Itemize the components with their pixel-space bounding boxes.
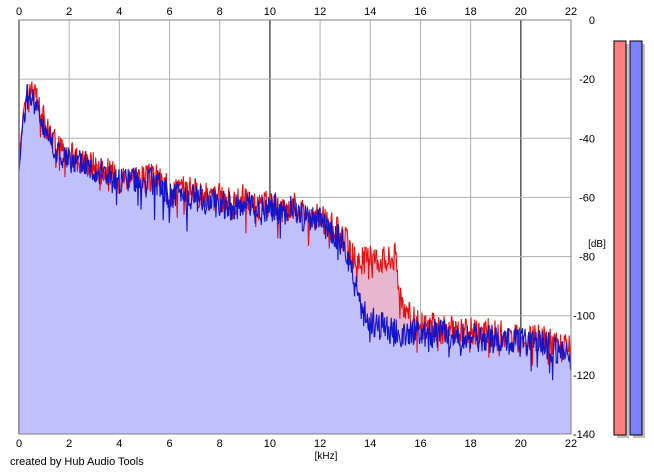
x-axis-bottom-ticks: 0 2 4 6 8 10 12 14 16 18 20 22 (16, 438, 577, 450)
x-tick-label-top: 6 (166, 6, 172, 18)
y-axis-ticks: 0 -20 -40 -60 -80 -100 -120 -140 (573, 15, 595, 441)
x-tick-label-bottom: 0 (16, 438, 22, 450)
x-tick-label-top: 12 (314, 6, 326, 18)
x-tick-label-bottom: 8 (217, 438, 223, 450)
series-line-red (18, 81, 572, 366)
x-tick-label-top: 20 (515, 6, 527, 18)
credit-text: created by Hub Audio Tools (10, 456, 144, 468)
left-level-meter (613, 40, 627, 436)
y-tick-label: -80 (579, 252, 595, 264)
x-tick-label-bottom: 6 (166, 438, 172, 450)
y-tick-label: -100 (573, 311, 595, 323)
y-axis-label: [dB] (588, 239, 606, 250)
x-tick-label-bottom: 22 (565, 438, 577, 450)
x-tick-label-bottom: 14 (364, 438, 376, 450)
y-tick-label: -60 (579, 192, 595, 204)
x-tick-label-bottom: 2 (66, 438, 72, 450)
x-tick-label-bottom: 4 (116, 438, 122, 450)
series-layer (18, 81, 572, 381)
x-tick-label-bottom: 18 (465, 438, 477, 450)
y-tick-label: -40 (579, 133, 595, 145)
x-tick-label-top: 10 (264, 6, 276, 18)
x-tick-label-top: 2 (66, 6, 72, 18)
x-tick-label-top: 22 (565, 6, 577, 18)
x-tick-label-top: 0 (16, 6, 22, 18)
spectrum-fill-area (19, 81, 571, 435)
series-line-blue (18, 84, 572, 381)
x-tick-label-bottom: 20 (515, 438, 527, 450)
x-axis-top-ticks: 0 2 4 6 8 10 12 14 16 18 20 22 (16, 6, 577, 18)
x-tick-label-top: 16 (414, 6, 426, 18)
y-tick-label: -140 (573, 429, 595, 441)
y-tick-label: -120 (573, 370, 595, 382)
plot-frame (18, 19, 572, 435)
x-tick-label-top: 14 (364, 6, 376, 18)
x-tick-label-top: 4 (116, 6, 122, 18)
x-tick-label-bottom: 16 (414, 438, 426, 450)
x-tick-label-bottom: 10 (264, 438, 276, 450)
x-tick-label-top: 18 (465, 6, 477, 18)
right-level-meter (629, 40, 643, 436)
x-tick-label-top: 8 (217, 6, 223, 18)
x-axis-label: [kHz] (315, 451, 338, 462)
x-tick-label-bottom: 12 (314, 438, 326, 450)
y-tick-label: 0 (589, 15, 595, 27)
level-meters (613, 40, 645, 438)
y-tick-label: -20 (579, 74, 595, 86)
